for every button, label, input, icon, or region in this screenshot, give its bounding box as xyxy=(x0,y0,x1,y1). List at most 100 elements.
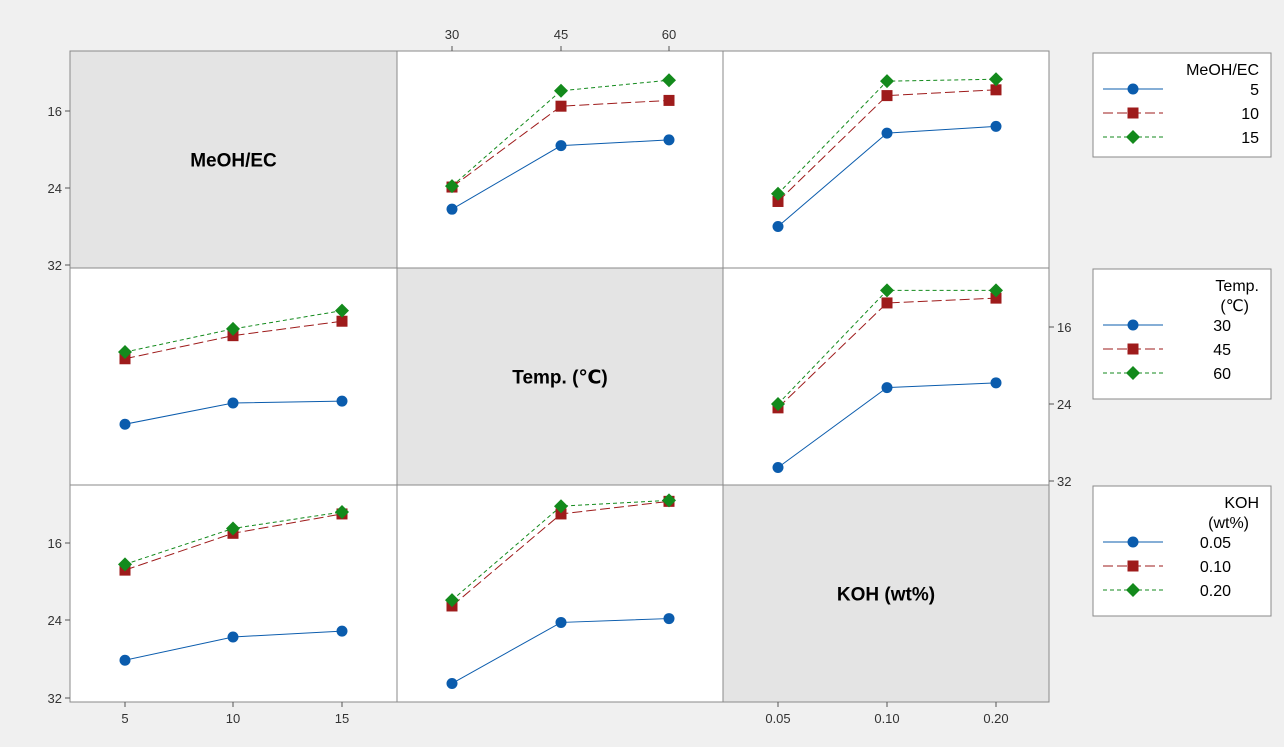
legend-marker xyxy=(1127,560,1139,572)
plot-panel xyxy=(396,484,724,703)
x-tick-label: 0.20 xyxy=(983,711,1008,726)
y-tick-label: 32 xyxy=(1057,474,1071,489)
y-tick-label: 24 xyxy=(48,613,62,628)
x-tick-label: 45 xyxy=(554,27,568,42)
data-point xyxy=(663,94,675,106)
legend-box xyxy=(1092,485,1272,617)
legend-item-label: 5 xyxy=(1250,82,1259,99)
data-point xyxy=(336,395,348,407)
legend-item-label: 10 xyxy=(1241,106,1259,123)
y-tick-label: 24 xyxy=(1057,397,1071,412)
data-point xyxy=(880,283,894,298)
series-line xyxy=(777,297,997,409)
series-line xyxy=(124,320,343,360)
data-point xyxy=(227,631,239,643)
legend-title: MeOH/EC xyxy=(1186,62,1259,79)
data-point xyxy=(226,321,240,336)
diagonal-panel xyxy=(396,267,724,486)
legend-title: Temp. xyxy=(1215,278,1259,295)
data-point xyxy=(989,72,1003,87)
data-point xyxy=(989,283,1003,298)
x-tick-label: 5 xyxy=(121,711,128,726)
legend-item-label: 60 xyxy=(1213,366,1231,383)
data-point xyxy=(335,303,349,318)
data-point xyxy=(663,613,675,625)
x-tick-label: 15 xyxy=(335,711,349,726)
factor-label: MeOH/EC xyxy=(190,151,277,172)
legend-title: (wt%) xyxy=(1208,515,1249,532)
y-tick-label: 16 xyxy=(48,536,62,551)
data-point xyxy=(771,186,785,201)
data-point xyxy=(554,499,568,514)
data-point xyxy=(445,593,459,608)
data-point xyxy=(446,677,458,689)
legend-marker xyxy=(1126,366,1140,380)
y-tick-label: 24 xyxy=(48,181,62,196)
y-tick-label: 32 xyxy=(48,691,62,706)
legend-marker xyxy=(1126,583,1140,597)
x-tick-label: 0.10 xyxy=(874,711,899,726)
data-point xyxy=(555,508,567,520)
factor-label: KOH (wt%) xyxy=(837,585,935,606)
data-point xyxy=(445,179,459,194)
data-point xyxy=(446,203,458,215)
legend-item-label: 0.05 xyxy=(1200,535,1231,552)
data-point xyxy=(662,73,676,88)
data-point xyxy=(880,74,894,89)
factor-label: Temp. (℃) xyxy=(512,368,607,389)
diagonal-panel xyxy=(69,50,398,269)
plot-panel xyxy=(69,267,398,486)
x-tick-label: 60 xyxy=(662,27,676,42)
legend-box xyxy=(1092,52,1272,158)
data-point xyxy=(881,90,893,102)
data-point xyxy=(555,616,567,628)
data-point xyxy=(772,221,784,232)
data-point xyxy=(881,382,893,394)
data-point xyxy=(118,345,132,360)
legend-marker xyxy=(1127,107,1139,119)
data-point xyxy=(226,521,240,536)
data-point xyxy=(990,377,1002,389)
data-point xyxy=(881,127,893,139)
data-point xyxy=(227,397,239,409)
data-point xyxy=(990,120,1002,132)
legend-marker xyxy=(1127,319,1139,331)
x-tick-label: 10 xyxy=(226,711,240,726)
plot-panel xyxy=(396,50,724,269)
data-point xyxy=(336,625,348,637)
y-tick-label: 16 xyxy=(48,104,62,119)
series-line xyxy=(124,310,343,353)
data-point xyxy=(990,292,1002,304)
legend-item-label: 0.20 xyxy=(1200,583,1231,600)
data-point xyxy=(119,418,131,430)
data-point xyxy=(990,84,1002,96)
legend-box xyxy=(1092,268,1272,400)
data-point xyxy=(881,297,893,309)
data-point xyxy=(118,557,132,572)
legend-marker xyxy=(1127,83,1139,95)
data-point xyxy=(663,134,675,146)
legend-item-label: 45 xyxy=(1213,342,1231,359)
x-tick-label: 30 xyxy=(445,27,459,42)
legend-item-label: 30 xyxy=(1213,318,1231,335)
legend-marker xyxy=(1127,343,1139,355)
legend-title: (℃) xyxy=(1220,298,1249,315)
data-point xyxy=(772,195,784,207)
series-line xyxy=(451,79,670,187)
legend-item-label: 15 xyxy=(1241,130,1259,147)
legend-title: KOH xyxy=(1224,495,1259,512)
legend-item-label: 0.10 xyxy=(1200,559,1231,576)
data-point xyxy=(662,493,676,508)
y-tick-label: 16 xyxy=(1057,320,1071,335)
legend-marker xyxy=(1126,130,1140,144)
y-tick-label: 32 xyxy=(48,258,62,273)
data-point xyxy=(771,397,785,411)
plot-panel xyxy=(69,484,398,703)
data-point xyxy=(119,654,131,666)
series-line xyxy=(777,89,997,202)
data-point xyxy=(555,140,567,152)
legend-marker xyxy=(1127,536,1139,548)
data-point xyxy=(335,505,349,519)
